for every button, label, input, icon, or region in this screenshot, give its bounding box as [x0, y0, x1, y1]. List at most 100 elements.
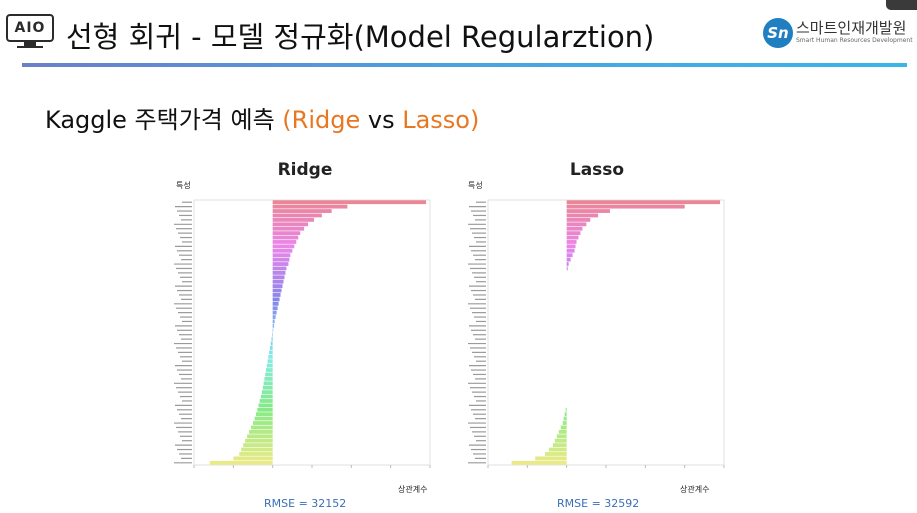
- bar: [272, 275, 285, 280]
- aio-logo: AIO: [6, 14, 54, 42]
- brand-logo-icon: Sn: [763, 18, 793, 48]
- subtitle-mid: vs: [360, 106, 403, 134]
- bar: [566, 200, 721, 205]
- bar: [272, 200, 427, 205]
- bar: [272, 226, 305, 231]
- bar: [272, 240, 297, 244]
- bar: [209, 460, 273, 465]
- bar: [264, 376, 273, 381]
- bar: [272, 328, 274, 333]
- bar: [251, 425, 273, 430]
- lasso-rmse: RMSE = 32592: [557, 497, 640, 510]
- bar: [511, 460, 567, 465]
- bar: [566, 240, 577, 244]
- bar: [265, 372, 273, 377]
- bar: [272, 284, 283, 289]
- bar: [272, 231, 301, 236]
- bar: [272, 279, 284, 284]
- bar: [272, 310, 277, 315]
- bar: [545, 452, 567, 456]
- bar: [566, 266, 568, 271]
- bar: [566, 217, 591, 222]
- ridge-coefficient-chart: [174, 199, 431, 468]
- bar: [267, 359, 273, 364]
- bar: [239, 452, 273, 456]
- bar: [566, 226, 583, 231]
- bar: [272, 235, 299, 240]
- header-divider: [22, 63, 907, 67]
- aio-logo-stand: [24, 42, 36, 47]
- bar: [255, 412, 273, 417]
- bar: [247, 434, 273, 439]
- bar: [564, 412, 567, 417]
- bar: [272, 213, 322, 218]
- plot-area: [193, 199, 431, 466]
- bar: [259, 399, 273, 403]
- bar: [271, 337, 273, 342]
- bar: [566, 231, 581, 236]
- bar: [558, 429, 567, 434]
- bar: [563, 416, 567, 421]
- bar: [566, 248, 575, 253]
- bar: [272, 204, 348, 209]
- bar: [272, 319, 275, 324]
- bar: [272, 244, 295, 249]
- corner-badge: [886, 0, 917, 10]
- bar: [263, 381, 273, 386]
- bar: [566, 253, 573, 258]
- bar: [556, 434, 567, 439]
- subtitle-accent-lasso: Lasso): [402, 106, 480, 134]
- bar: [272, 332, 273, 337]
- bar: [272, 217, 314, 222]
- ridge-chart-title: Ridge: [277, 160, 333, 180]
- ridge-rmse: RMSE = 32152: [264, 497, 347, 510]
- bar: [266, 363, 273, 368]
- bar: [566, 213, 599, 218]
- lasso-coefficient-chart: [468, 199, 725, 468]
- bar: [258, 403, 273, 408]
- slide-subtitle: Kaggle 주택가격 예측 (Ridge vs Lasso): [45, 100, 479, 135]
- bar: [261, 390, 273, 395]
- bar: [243, 443, 273, 448]
- bar: [245, 438, 273, 443]
- bar: [566, 222, 587, 227]
- bar: [254, 416, 273, 421]
- bar: [260, 394, 273, 399]
- aio-logo-base: [17, 46, 43, 48]
- bar: [566, 257, 571, 262]
- ridge-x-label: 상관계수: [398, 485, 428, 494]
- bar: [241, 447, 273, 452]
- lasso-x-label: 상관계수: [680, 485, 710, 494]
- lasso-chart-title: Lasso: [569, 160, 625, 180]
- bar: [272, 323, 275, 328]
- bar: [272, 306, 278, 311]
- bar: [272, 315, 276, 319]
- lasso-y-label: 특성: [468, 181, 483, 190]
- bar: [272, 253, 291, 258]
- bar: [272, 209, 332, 213]
- bar: [272, 297, 280, 302]
- bar: [269, 346, 273, 350]
- bar: [566, 235, 579, 240]
- bar: [552, 443, 567, 448]
- bar: [548, 447, 567, 452]
- bar: [566, 244, 576, 249]
- bar: [272, 266, 287, 271]
- plot-area: [487, 199, 725, 466]
- bar: [566, 204, 685, 209]
- bar: [560, 425, 567, 430]
- bar: [535, 456, 567, 461]
- bar: [272, 288, 282, 293]
- bar: [270, 341, 273, 346]
- slide-title: 선형 회귀 - 모델 정규화(Model Regularztion): [66, 20, 655, 54]
- brand-subtitle: Smart Human Resources Development: [796, 37, 913, 44]
- ridge-y-label: 특성: [176, 181, 191, 190]
- bar: [272, 248, 293, 253]
- bar: [262, 385, 273, 390]
- bar: [257, 407, 273, 412]
- bar: [265, 368, 273, 372]
- bar: [268, 354, 273, 359]
- bar: [566, 209, 610, 213]
- bar: [566, 262, 569, 266]
- bar: [272, 270, 286, 275]
